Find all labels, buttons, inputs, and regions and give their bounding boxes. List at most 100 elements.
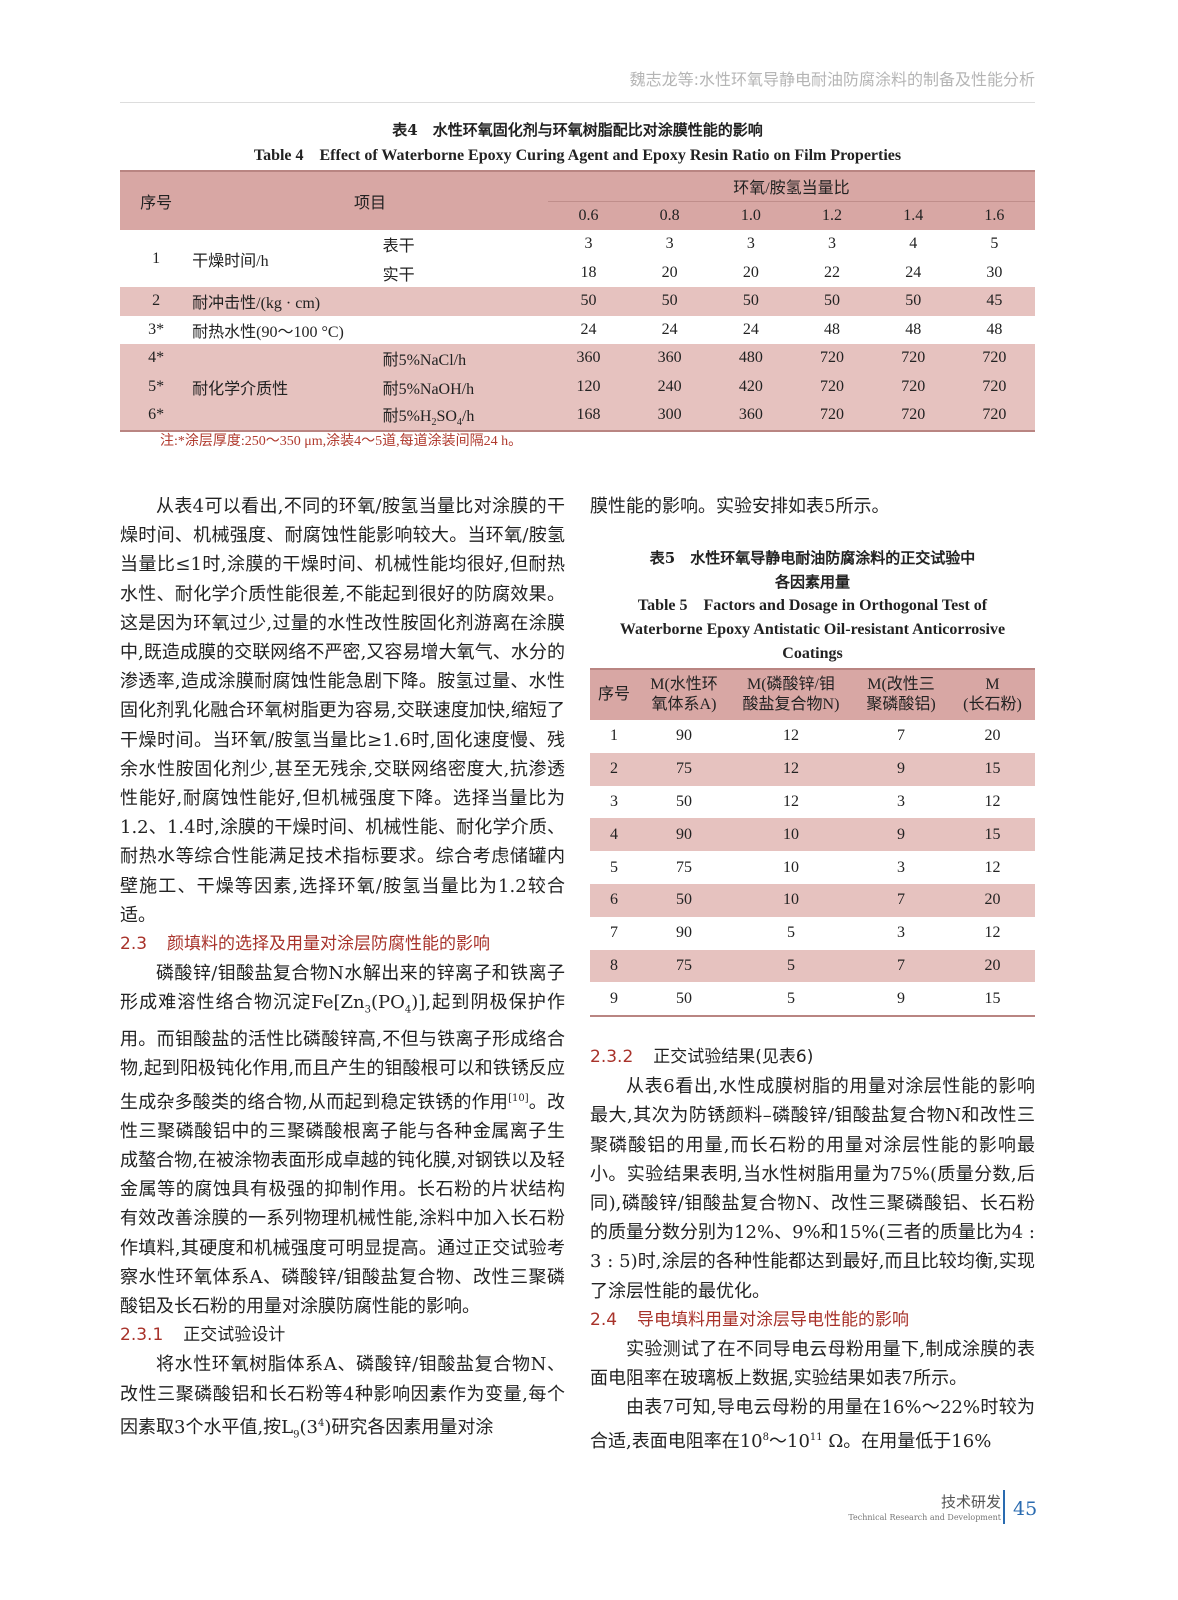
cell-value: 720	[791, 372, 873, 401]
table-row: 6* 耐5%H2SO4/h 168 300 360 720 720 720	[120, 401, 1035, 431]
cell-value: 240	[629, 372, 711, 401]
header-text: 序号	[597, 686, 630, 703]
cell-no: 4*	[120, 344, 193, 373]
cell-value: 300	[629, 401, 711, 431]
table-row: 2 75 12 9 15	[590, 752, 1035, 786]
cell-no: 2	[590, 752, 638, 786]
cell-sub: 耐5%NaOH/h	[382, 372, 548, 401]
cell-value: 720	[953, 372, 1035, 401]
cell-value: 20	[661, 263, 678, 281]
cell-value: 10	[730, 883, 852, 917]
header-text: 氧体系A)	[651, 696, 717, 713]
header-text: 聚磷酸铝)	[866, 696, 936, 713]
superscript: 11	[809, 1431, 823, 1443]
text: /h	[461, 408, 475, 426]
footer-section-en: Technical Research and Development	[848, 1513, 1001, 1522]
section-heading-2-3-1: 2.3.1 正交试验设计	[120, 1321, 565, 1350]
cell-value: 4	[909, 235, 918, 253]
subscript: 2	[431, 417, 437, 429]
table4-note: 注:*涂层厚度:250～350 μm,涂装4～5道,每道涂装间隔24 h。	[160, 434, 523, 449]
cell-value: 10	[730, 818, 852, 852]
text: 将水性环氧树脂体系A、磷酸锌/钼酸盐复合物N、改性三聚磷酸铝和长石粉等4种影响因…	[120, 1354, 565, 1438]
cell-value: 90	[676, 727, 692, 745]
cell-value: 50	[638, 883, 730, 917]
table4-caption: 表4 水性环氧固化剂与环氧树脂配比对涂膜性能的影响 Table 4 Effect…	[120, 117, 1035, 169]
table-row: 4* 耐化学介质性 耐5%NaCl/h 360 360 480 720 720 720	[120, 344, 1035, 431]
cell-value: 120	[547, 372, 630, 401]
table5-caption: 表5 水性环氧导静电耐油防腐涂料的正交试验中 各因素用量 Table 5 Fac…	[590, 546, 1035, 666]
cell-value: 720	[791, 401, 873, 431]
cell-value: 7	[852, 949, 950, 983]
table4-ratio: 1.4	[872, 201, 954, 230]
cell-value: 3	[665, 235, 674, 253]
cell-value: 720	[953, 401, 1035, 431]
table4-caption-cn: 表4 水性环氧固化剂与环氧树脂配比对涂膜性能的影响	[392, 121, 763, 139]
header-text: M	[985, 676, 1000, 693]
table4-ratio: 0.6	[547, 201, 630, 230]
cell-value: 24	[661, 320, 678, 338]
cell-value: 75	[676, 858, 692, 876]
cell-no: 3*	[148, 320, 165, 338]
section-heading-2-3-2: 2.3.2 正交试验结果(见表6)	[590, 1043, 1035, 1072]
cell-no: 6*	[120, 401, 193, 431]
subscript: 3	[364, 1005, 372, 1017]
paragraph: 将水性环氧树脂体系A、磷酸锌/钼酸盐复合物N、改性三聚磷酸铝和长石粉等4种影响因…	[120, 1350, 565, 1449]
cell-sub: 耐5%NaCl/h	[382, 344, 548, 373]
cell-value: 480	[710, 344, 792, 373]
cell-value: 75	[638, 949, 730, 983]
table5-header: M(改性三 聚磷酸铝)	[852, 669, 950, 720]
table5-header: M(水性环 氧体系A)	[638, 669, 730, 720]
cell-value: 720	[953, 344, 1035, 373]
cell-value: 15	[950, 752, 1035, 786]
table-row: 6 50 10 7 20	[590, 883, 1035, 917]
table4-caption-en: Table 4 Effect of Waterborne Epoxy Curin…	[253, 147, 902, 164]
table-row: 5 75 10 3 12	[590, 851, 1035, 884]
table5-caption-en: Waterborne Epoxy Antistatic Oil-resistan…	[619, 621, 1006, 638]
cell-value: 720	[872, 401, 954, 431]
heading-text: 正交试验设计	[183, 1325, 286, 1346]
cell-value: 50	[629, 287, 711, 316]
heading-text: 正交试验结果(见表6)	[653, 1047, 814, 1067]
running-head: 魏志龙等:水性环氧导静电耐油防腐涂料的制备及性能分析	[120, 66, 1035, 103]
cell-value: 45	[953, 287, 1035, 316]
cell-no: 4	[590, 818, 638, 852]
cell-value: 24	[580, 320, 597, 338]
heading-number: 2.3	[120, 934, 148, 955]
section-heading-2-4: 2.4 导电填料用量对涂层导电性能的影响	[590, 1306, 1035, 1335]
table-row: 1 干燥时间/h 表干 3 3 3 3 4 5	[120, 230, 1035, 269]
citation[interactable]: [10]	[508, 1092, 529, 1104]
cell-value: 20	[984, 727, 1001, 745]
table5-header: M (长石粉)	[950, 669, 1035, 720]
text: 耐5%H	[382, 408, 432, 426]
cell-value: 360	[710, 401, 792, 431]
table4: 序号 项目 环氧/胺氢当量比 0.6 0.8 1.0 1.2 1.4 1.6 1…	[120, 170, 1035, 432]
heading-number: 2.3.2	[590, 1047, 634, 1067]
text: (3	[299, 1416, 318, 1438]
cell-value: 12	[730, 752, 852, 786]
table-row: 3* 耐热水性(90～100 °C) 24 24 24 48 48 48	[120, 316, 1035, 345]
cell-value: 12	[783, 727, 799, 745]
cell-value: 12	[984, 792, 1001, 810]
cell-value: 90	[638, 818, 730, 852]
cell-value: 5	[730, 949, 852, 983]
table-row: 4 90 10 9 15	[590, 818, 1035, 852]
cell-value: 9	[852, 752, 950, 786]
cell-sub: 耐5%H2SO4/h	[382, 401, 548, 431]
cell-value: 50	[676, 989, 692, 1007]
cell-no: 5*	[120, 372, 193, 401]
cell-value: 50	[791, 287, 873, 316]
header-text: M(磷酸锌/钼	[746, 676, 835, 693]
cell-value: 360	[629, 344, 711, 373]
cell-value: 10	[783, 858, 799, 876]
cell-value: 720	[872, 372, 954, 401]
cell-no: 6	[590, 883, 638, 917]
table4-ratio: 1.0	[710, 201, 792, 230]
table-row: 7 90 5 3 12	[590, 917, 1035, 950]
footer-section: 技术研发	[940, 1493, 1001, 1511]
right-column-bottom: 2.3.2 正交试验结果(见表6) 从表6看出,水性成膜树脂的用量对涂层性能的影响…	[590, 1043, 1035, 1456]
cell-value: 9	[897, 989, 905, 1007]
cell-value: 18	[580, 263, 597, 281]
text: 由表7可知,导电云母粉的用量在16%～22%时较为合适,表面电阻率在10	[590, 1397, 1035, 1452]
table4-ratio: 1.6	[953, 201, 1035, 230]
cell-value: 12	[984, 858, 1001, 876]
